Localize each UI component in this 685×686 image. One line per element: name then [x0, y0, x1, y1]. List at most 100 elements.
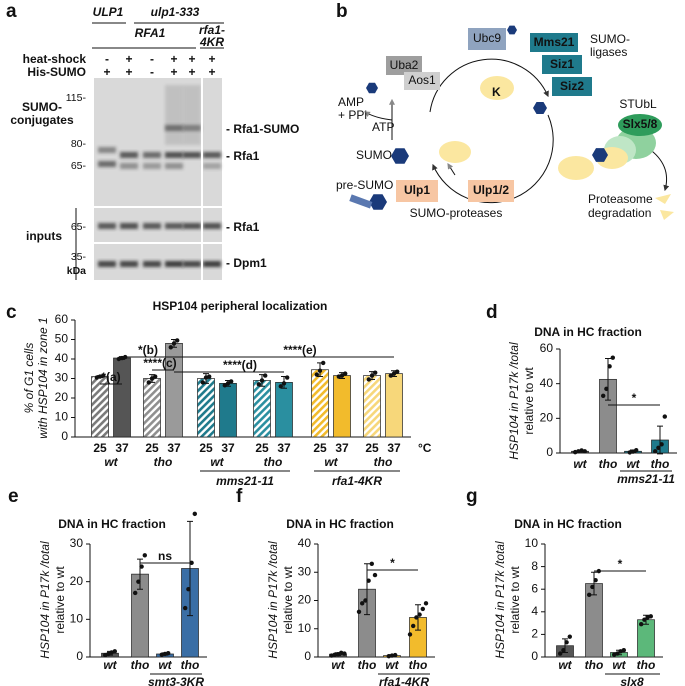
byproduct-label: AMP: [338, 95, 364, 109]
lane-sign: +: [208, 52, 215, 66]
band: [98, 223, 116, 229]
x-tick-label: wt: [626, 457, 640, 471]
significance-label: ****(c): [143, 356, 176, 370]
data-point: [393, 652, 398, 658]
marker-label: 80-: [71, 138, 87, 150]
y-tick-label: 2: [531, 627, 538, 641]
ligase-box: [530, 33, 578, 52]
y-tick-label: 20: [70, 574, 84, 588]
cycle-arrow: [432, 114, 554, 204]
y-tick-label: 10: [70, 612, 84, 626]
chart-title: HSP104 peripheral localization: [153, 299, 328, 313]
y-axis-label: with HSP104 in zone 1: [36, 317, 50, 438]
protein-label: Ubc9: [473, 31, 501, 45]
data-point: [407, 632, 413, 637]
protein-label: Mms21: [534, 35, 575, 49]
substrate: [558, 156, 594, 180]
data-point: [642, 617, 647, 622]
data-point: [339, 373, 345, 378]
x-tick-label: tho: [358, 658, 377, 672]
band: [143, 152, 161, 158]
x-tick-label: 37: [387, 441, 401, 455]
y-axis-label: relative to wt: [53, 566, 67, 634]
row-label: heat-shock: [23, 52, 87, 66]
x-tick-label: 25: [313, 441, 327, 455]
chart-title: DNA in HC fraction: [534, 325, 642, 339]
genotype-header: ULP1: [93, 5, 124, 19]
data-point: [610, 355, 615, 360]
byproduct-label: + PPi: [338, 108, 367, 122]
bar: [333, 375, 351, 438]
enzyme-box: [386, 56, 422, 75]
marker-label: 65-: [71, 221, 87, 233]
panel-label: e: [8, 486, 19, 507]
group-label: mms21-11: [617, 472, 675, 486]
bar: [143, 378, 161, 438]
y-tick-label: 60: [55, 312, 69, 326]
data-point: [133, 590, 138, 596]
fragments: [655, 194, 674, 220]
y-tick-label: 0: [546, 445, 553, 459]
x-tick-label: tho: [409, 658, 428, 672]
lane-sign: +: [103, 65, 110, 79]
band-label: - Rfa1: [226, 149, 260, 163]
smear: [183, 85, 201, 145]
panel-label: a: [6, 1, 17, 22]
band: [183, 152, 201, 158]
panel-label: d: [486, 302, 498, 323]
data-point: [112, 649, 118, 654]
group-label: SUMO-: [590, 32, 630, 46]
band: [143, 163, 161, 169]
data-point: [391, 371, 397, 376]
data-point: [558, 651, 563, 656]
x-tick-label: 37: [277, 441, 291, 455]
y-axis-label: relative to wt: [522, 367, 536, 435]
x-tick-label: 25: [145, 441, 159, 455]
lane-sign: +: [188, 52, 195, 66]
fate-label: Proteasome: [588, 192, 653, 206]
data-point: [321, 360, 326, 366]
sub-label: wt: [104, 455, 118, 469]
y-axis-label: HSP104 in P17k /total: [266, 541, 280, 659]
significance-label: *(b): [138, 343, 158, 357]
marker-label: 115-: [66, 92, 87, 104]
data-point: [285, 375, 290, 380]
y-tick-label: 60: [540, 341, 554, 355]
x-tick-label: 37: [167, 441, 181, 455]
protease-box: [396, 180, 438, 202]
group-label: mms21-11: [216, 474, 274, 488]
data-point: [656, 445, 661, 450]
band: [165, 261, 183, 267]
data-point: [414, 615, 419, 620]
y-tick-label: 0: [61, 429, 68, 443]
data-point: [587, 592, 592, 598]
data-point: [604, 386, 609, 392]
data-point: [166, 651, 171, 656]
x-tick-label: 25: [93, 441, 107, 455]
genotype-header: RFA1: [135, 26, 166, 40]
data-point: [411, 623, 416, 629]
data-point: [634, 448, 639, 453]
x-tick-label: 25: [365, 441, 379, 455]
data-point: [281, 381, 287, 386]
data-point: [423, 601, 429, 606]
x-tick-label: 37: [115, 441, 129, 455]
data-point: [314, 372, 319, 377]
y-axis-label: HSP104 in P17k /total: [38, 541, 52, 659]
y-tick-label: 10: [298, 621, 312, 635]
y-tick-label: 10: [55, 410, 69, 424]
data-point: [222, 383, 227, 388]
data-point: [582, 449, 587, 454]
data-point: [360, 601, 365, 606]
band: [183, 223, 201, 229]
lane-sign: +: [170, 52, 177, 66]
data-point: [653, 449, 658, 454]
panel-label: c: [6, 302, 17, 323]
sumo-hexagon: [507, 25, 517, 35]
group-label: STUbL: [619, 97, 657, 111]
data-point: [590, 584, 595, 590]
y-tick-label: 0: [531, 649, 538, 663]
sumo-hexagon: [592, 148, 608, 162]
x-tick-label: wt: [103, 658, 117, 672]
